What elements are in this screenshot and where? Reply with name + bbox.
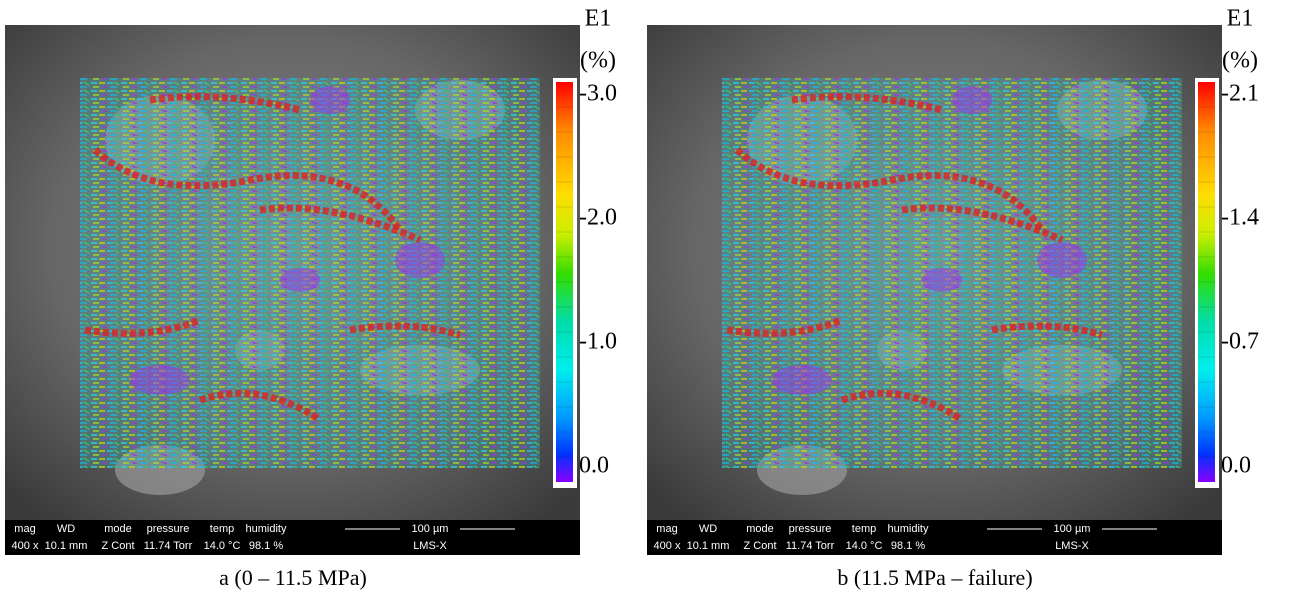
info-label: WD xyxy=(57,523,75,535)
colorbar-tick: 0.0 xyxy=(579,453,609,479)
colorbar-unit: (%) xyxy=(1222,48,1258,74)
colorbar-title: E1 xyxy=(585,6,612,32)
strain-patch xyxy=(922,268,962,292)
info-label: temp xyxy=(210,523,234,535)
instrument: LMS-X xyxy=(413,540,447,552)
colorbar-tick: -3.0 xyxy=(579,81,617,107)
strain-patch xyxy=(1037,242,1087,278)
strain-band xyxy=(840,389,964,423)
colorbar-tick: -1.4 xyxy=(1221,205,1259,231)
strain-band xyxy=(349,322,462,339)
strain-band xyxy=(149,93,301,114)
info-value: 400 x xyxy=(12,540,39,552)
info-label: humidity xyxy=(246,523,287,535)
strain-band xyxy=(726,316,844,337)
strain-patch xyxy=(952,86,992,114)
strain-patch xyxy=(395,242,445,278)
info-label: temp xyxy=(852,523,876,535)
scale-label: 100 µm xyxy=(1054,523,1091,535)
info-value: 14.0 °C xyxy=(204,540,241,552)
panel: mag 400 x WD 10.1 mm mode Z Cont pressure 11.74… xyxy=(5,6,617,590)
strain-band xyxy=(791,93,943,114)
strain-band xyxy=(84,316,202,337)
strain-band xyxy=(991,322,1104,339)
strain-band xyxy=(92,147,403,233)
info-label: humidity xyxy=(888,523,929,535)
caption: a (0 – 11.5 MPa) xyxy=(219,565,367,590)
strain-band xyxy=(259,204,422,244)
info-label: pressure xyxy=(789,523,832,535)
strain-patch xyxy=(772,365,832,395)
colorbar xyxy=(1198,82,1215,482)
scale-bg xyxy=(1042,522,1102,536)
scale-bg xyxy=(400,522,460,536)
info-value: Z Cont xyxy=(101,540,134,552)
colorbar-tick: 0.0 xyxy=(1221,453,1251,479)
info-value: 10.1 mm xyxy=(687,540,730,552)
colorbar-tick: -1.0 xyxy=(579,329,617,355)
strain-band xyxy=(734,147,1045,233)
info-value: 10.1 mm xyxy=(45,540,88,552)
info-label: mode xyxy=(104,523,132,535)
caption: b (11.5 MPa – failure) xyxy=(837,565,1032,590)
info-bar xyxy=(647,520,1222,555)
strain-patch xyxy=(130,365,190,395)
info-label: WD xyxy=(699,523,717,535)
strain-patch xyxy=(310,86,350,114)
colorbar-tick: -2.1 xyxy=(1221,81,1259,107)
info-value: 14.0 °C xyxy=(846,540,883,552)
info-value: 11.74 Torr xyxy=(144,540,193,552)
colorbar-tick: -0.7 xyxy=(1221,329,1259,355)
strain-band xyxy=(198,389,322,423)
scale-label: 100 µm xyxy=(412,523,449,535)
info-label: mag xyxy=(14,523,35,535)
colorbar-unit: (%) xyxy=(580,48,616,74)
info-value: 98.1 % xyxy=(891,540,925,552)
colorbar-title: E1 xyxy=(1227,6,1254,32)
strain-band xyxy=(901,204,1064,244)
info-bar xyxy=(5,520,580,555)
colorbar xyxy=(556,82,573,482)
strain-patch xyxy=(280,268,320,292)
info-value: 11.74 Torr xyxy=(786,540,835,552)
info-value: Z Cont xyxy=(743,540,776,552)
info-label: mag xyxy=(656,523,677,535)
info-value: 400 x xyxy=(654,540,681,552)
colorbar-tick: -2.0 xyxy=(579,205,617,231)
info-value: 98.1 % xyxy=(249,540,283,552)
instrument: LMS-X xyxy=(1055,540,1089,552)
info-label: pressure xyxy=(147,523,190,535)
panel: mag 400 x WD 10.1 mm mode Z Cont pressure 11.74… xyxy=(647,6,1259,590)
info-label: mode xyxy=(746,523,774,535)
